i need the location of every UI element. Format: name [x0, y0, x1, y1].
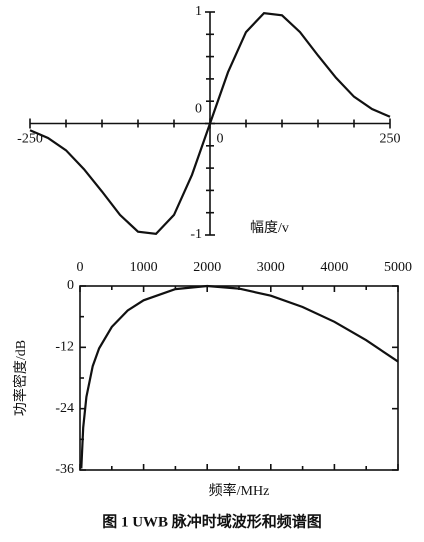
y-tick-label: -1	[190, 227, 202, 242]
y-tick-label: 0	[67, 278, 74, 293]
y-axis-label: 功率密度/dB	[12, 340, 29, 416]
x-tick-label: 250	[380, 132, 401, 147]
x-axis-label: 频率/MHz	[209, 482, 270, 499]
data-line	[29, 11, 391, 236]
y-tick-label: -12	[55, 340, 74, 355]
y-tick-label: -36	[55, 462, 74, 477]
x-tick-label: 4000	[320, 260, 348, 275]
caption: 图 1 UWB 脉冲时域波形和频谱图	[102, 512, 322, 530]
y-tick-label: -24	[55, 401, 74, 416]
x-tick-label: 1000	[130, 260, 158, 275]
x-tick-label: -250	[17, 132, 43, 147]
x-tick-label: 3000	[257, 260, 285, 275]
x-tick-label: 0	[217, 132, 224, 147]
x-tick-label: 5000	[384, 260, 412, 275]
x-tick-label: 2000	[193, 260, 221, 275]
y-tick-label: 0	[195, 102, 202, 117]
y-tick-label: 1	[195, 4, 202, 19]
plot-frame	[79, 285, 399, 471]
x-tick-label: 0	[77, 260, 84, 275]
y-axis-label: 幅度/v	[250, 220, 289, 236]
data-line	[80, 284, 399, 469]
